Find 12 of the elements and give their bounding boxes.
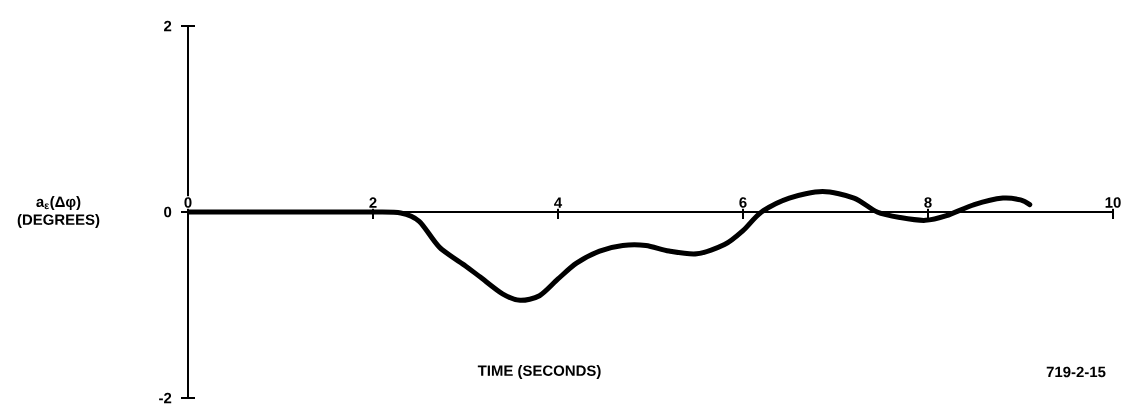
y-tick-label: 0 <box>164 206 172 218</box>
x-tick-label: 4 <box>554 197 563 208</box>
x-tick-label: 2 <box>369 197 377 208</box>
x-tick-label: 10 <box>1105 197 1121 208</box>
x-tick-label: 8 <box>924 197 932 208</box>
x-tick-label: 6 <box>739 197 747 208</box>
annotation: 719-2-15 <box>1046 366 1106 378</box>
y-tick-label: -2 <box>159 392 172 404</box>
y-axis-title: a$_{ε}$(Δφ) (DEGREES) <box>17 196 100 228</box>
x-axis-title: TIME (SECONDS) <box>477 364 601 379</box>
y-tick-label: 2 <box>164 20 172 32</box>
x-tick-label: 0 <box>184 197 192 208</box>
